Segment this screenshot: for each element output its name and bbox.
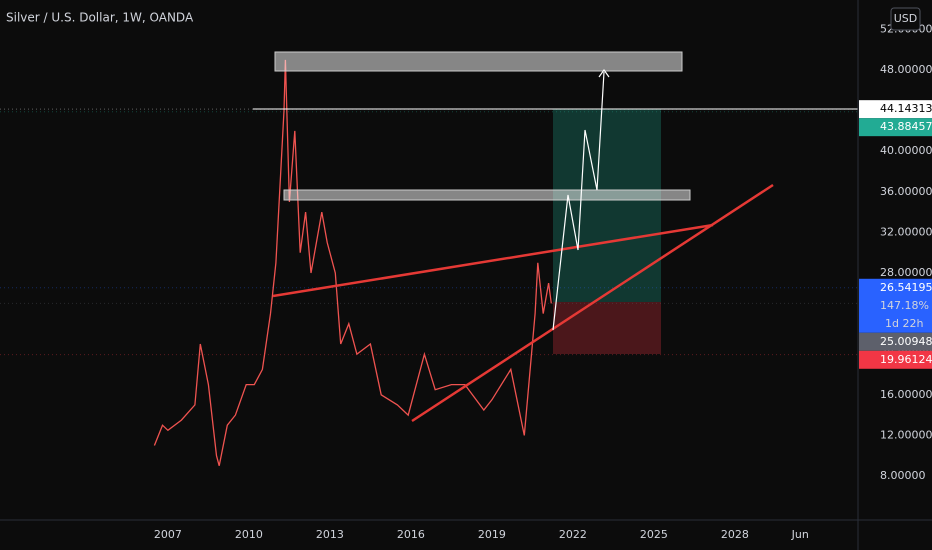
y-tick-label: 8.00000 [880,469,926,482]
projection-path [552,71,605,331]
change-label: 147.18% [880,299,929,312]
x-tick-label: 2010 [235,528,263,541]
long-loss-zone [553,302,661,354]
price-label: 43.88457 [880,120,932,133]
price-labels: 44.14313 43.88457 26.54195 147.18% 1d 22h 25.… [859,100,932,369]
price-label: 26.54195 [880,281,932,294]
y-tick-label: 36.00000 [880,185,932,198]
chart-title: Silver / U.S. Dollar, 1W, OANDA [6,11,194,25]
x-tick-label: Jun [791,528,809,541]
x-tick-label: 2028 [721,528,749,541]
price-label-box [859,332,932,351]
price-label-box [859,350,932,369]
price-label: 44.14313 [880,102,932,115]
y-tick-label: 16.00000 [880,388,932,401]
price-label-box [859,278,932,333]
x-tick-label: 2019 [478,528,506,541]
long-profit-zone [553,109,661,302]
y-tick-label: 12.00000 [880,428,932,441]
currency-button[interactable] [890,7,921,31]
resistance-zone [274,51,683,72]
price-label-box [859,118,932,137]
y-tick-label: 32.00000 [880,225,932,238]
x-tick-label: 2025 [640,528,668,541]
projection-arrow [598,68,610,78]
price-label: 25.00948 [880,335,932,348]
x-tick-label: 2016 [397,528,425,541]
x-tick-label: 2013 [316,528,344,541]
trend-line [272,223,714,298]
countdown-label: 1d 22h [885,317,923,330]
trend-line [411,183,774,423]
x-tick-label: 2022 [559,528,587,541]
price-label: 19.96124 [880,353,932,366]
resistance-zone [283,189,691,201]
price-line [153,59,552,466]
y-tick-label: 28.00000 [880,266,932,279]
currency-label[interactable]: USD [894,12,918,25]
y-tick-label: 40.00000 [880,144,932,157]
y-tick-label: 48.00000 [880,63,932,76]
x-tick-label: 2007 [154,528,182,541]
price-label-box [859,100,932,119]
